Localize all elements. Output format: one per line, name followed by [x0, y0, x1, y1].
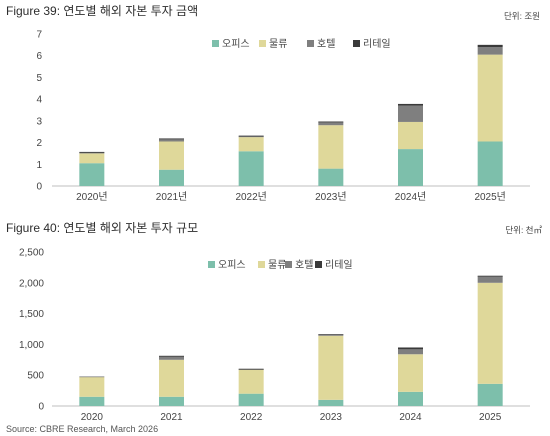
x-tick-label: 2022년: [235, 191, 266, 203]
figure-40-unit: 단위: 천㎡: [505, 225, 542, 235]
bar-segment-hotel: [398, 349, 423, 355]
legend-label: 오피스: [222, 38, 250, 50]
legend-label: 호텔: [317, 38, 335, 50]
bar-segment-hotel: [159, 138, 184, 142]
y-tick-label: 2,000: [19, 278, 44, 289]
x-tick-label: 2021: [160, 412, 183, 423]
legend-swatch: [212, 40, 219, 47]
legend-label: 리테일: [363, 38, 391, 50]
bar-segment-retail: [238, 368, 264, 370]
bar-segment-retail: [477, 44, 503, 48]
legend-label: 물류: [268, 259, 286, 271]
legend-label: 리테일: [325, 259, 353, 271]
source-note: Source: CBRE Research, March 2026: [6, 424, 159, 434]
figure-40-title: Figure 40: 연도별 해외 자본 투자 규모: [6, 221, 199, 235]
y-tick-label: 6: [36, 51, 42, 62]
bar-segment-logistics: [398, 354, 423, 392]
x-tick-label: 2023: [320, 412, 343, 423]
bar-segment-office: [477, 141, 503, 186]
bar-segment-logistics: [238, 137, 264, 152]
y-tick-label: 4: [36, 95, 42, 106]
bar-segment-logistics: [159, 141, 184, 170]
legend-swatch: [315, 261, 322, 268]
bar-segment-hotel: [477, 47, 503, 55]
y-tick-label: 1: [36, 160, 42, 171]
legend-swatch: [258, 261, 265, 268]
x-tick-label: 2020년: [76, 191, 107, 203]
figure-39-chart: 0 1 2 3 4 5 6 7 2020년 2021년 2022년 2023년 2024년 2025년 오피…: [36, 30, 530, 203]
bar-segment-retail: [477, 275, 503, 277]
bar-segment-retail: [159, 138, 184, 140]
figure-40-chart: 0 500 1,000 1,500 2,000 2,500 2020 2021 2022 2023…: [19, 248, 530, 423]
y-tick-label: 2: [36, 138, 42, 149]
bar-segment-hotel: [79, 152, 105, 154]
bar-segment-logistics: [477, 54, 503, 142]
y-tick-label: 5: [36, 73, 42, 84]
bar-segment-office: [318, 168, 344, 186]
bar-segment-office: [79, 396, 105, 406]
legend-label: 물류: [269, 38, 287, 50]
x-tick-label: 2024년: [395, 191, 426, 203]
bar-segment-hotel: [477, 276, 503, 283]
legend-swatch: [285, 261, 292, 268]
bar-segment-retail: [79, 151, 105, 153]
bar-segment-office: [159, 396, 184, 406]
bar-segment-hotel: [318, 121, 344, 126]
y-tick-label: 500: [27, 371, 44, 382]
figure-39-title: Figure 39: 연도별 해외 자본 투자 금액: [6, 4, 199, 18]
bar-segment-logistics: [398, 121, 423, 150]
legend-swatch: [353, 40, 360, 47]
legend-label: 오피스: [218, 259, 246, 271]
x-tick-label: 2023년: [315, 191, 346, 203]
bar-segment-retail: [398, 347, 423, 350]
bar-segment-office: [398, 391, 423, 406]
bar-segment-office: [318, 399, 344, 406]
bar-segment-office: [79, 163, 105, 186]
bar-segment-office: [238, 151, 264, 186]
y-tick-label: 1,000: [19, 340, 44, 351]
bar-segment-logistics: [159, 359, 184, 397]
x-tick-label: 2024: [399, 412, 422, 423]
legend-swatch: [259, 40, 266, 47]
bar-segment-office: [159, 169, 184, 186]
x-tick-label: 2020: [81, 412, 104, 423]
bar-segment-retail: [238, 135, 264, 137]
x-tick-label: 2025: [479, 412, 502, 423]
x-tick-label: 2021년: [156, 191, 187, 203]
bar-segment-logistics: [318, 335, 344, 400]
bar-segment-hotel: [79, 376, 105, 378]
bar-segment-office: [398, 149, 423, 186]
legend-swatch: [307, 40, 314, 47]
bar-segment-logistics: [79, 377, 105, 397]
y-tick-label: 1,500: [19, 309, 44, 320]
bar-segment-logistics: [79, 153, 105, 164]
x-tick-label: 2025년: [474, 191, 505, 203]
bar-segment-office: [238, 393, 264, 406]
legend-label: 호텔: [295, 259, 313, 271]
y-tick-label: 0: [38, 402, 44, 413]
figure-39-unit: 단위: 조원: [503, 11, 540, 21]
bar-segment-hotel: [238, 136, 264, 138]
bar-segment-logistics: [238, 369, 264, 394]
legend-swatch: [208, 261, 215, 268]
x-tick-label: 2022: [240, 412, 263, 423]
bar-segment-hotel: [159, 356, 184, 360]
bar-segment-office: [477, 383, 503, 406]
bar-segment-logistics: [318, 125, 344, 169]
bar-segment-retail: [318, 334, 344, 336]
bar-segment-retail: [398, 103, 423, 106]
bar-segment-hotel: [318, 334, 344, 336]
bar-segment-logistics: [477, 282, 503, 384]
bar-segment-retail: [159, 355, 184, 357]
y-tick-label: 2,500: [19, 248, 44, 259]
y-tick-label: 0: [36, 182, 42, 193]
y-tick-label: 3: [36, 116, 42, 127]
bar-segment-retail: [318, 121, 344, 123]
bar-segment-hotel: [398, 105, 423, 122]
y-tick-label: 7: [36, 30, 42, 41]
